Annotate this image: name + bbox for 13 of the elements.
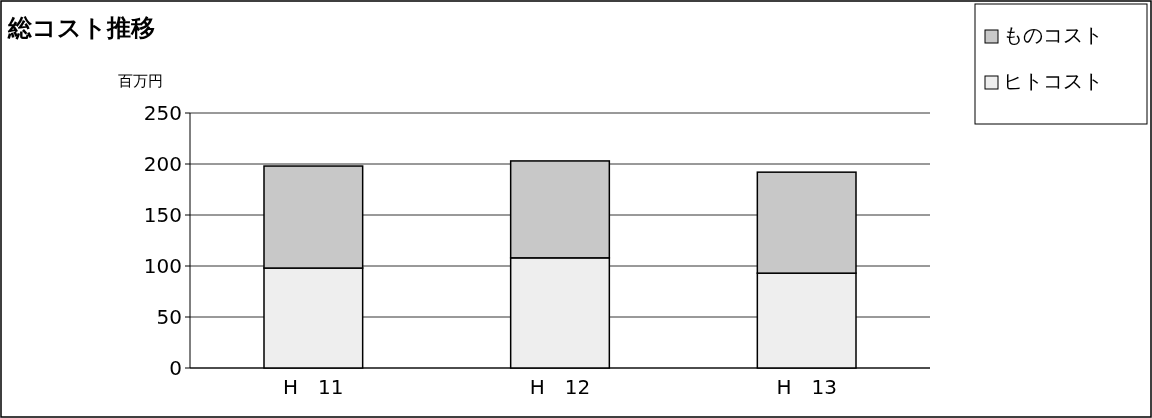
x-tick-label: H 11 — [283, 375, 344, 399]
x-tick-label: H 12 — [529, 375, 591, 399]
legend-label: ヒトコスト — [1003, 69, 1103, 93]
y-tick-label: 0 — [169, 356, 182, 380]
x-tick-label: H 13 — [776, 375, 837, 399]
y-axis-title: 百万円 — [117, 72, 163, 90]
legend-label: ものコスト — [1003, 23, 1103, 47]
chart-title: 総コスト推移 — [7, 14, 155, 42]
y-tick-label: 50 — [156, 305, 182, 329]
y-tick-label: 200 — [143, 152, 182, 176]
y-tick-label: 150 — [143, 203, 182, 227]
y-tick-label: 250 — [143, 101, 182, 125]
y-tick-label: 100 — [143, 254, 182, 278]
